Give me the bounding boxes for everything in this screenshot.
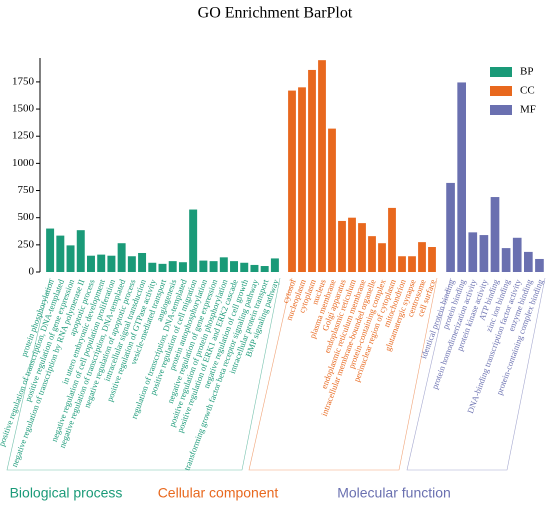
bar [86, 255, 95, 272]
bar [250, 264, 259, 272]
y-tick-label: 750 [18, 184, 35, 196]
bar [338, 220, 346, 272]
bar [318, 60, 326, 272]
bar [308, 69, 316, 272]
legend-label: MF [520, 104, 536, 116]
group-bracket [6, 277, 281, 471]
bar [388, 207, 396, 272]
bar [358, 223, 366, 272]
y-tick-label: 250 [18, 238, 35, 250]
bar [66, 245, 75, 272]
bar [418, 242, 426, 272]
bar [178, 262, 187, 272]
group-label: Molecular function [337, 485, 451, 501]
legend-swatch [490, 105, 512, 115]
bar [457, 82, 466, 273]
bar [288, 90, 296, 272]
group-bracket [406, 277, 546, 471]
group-label: Cellular component [158, 485, 279, 501]
legend-label: CC [520, 85, 535, 97]
bar [158, 263, 167, 272]
bar [446, 182, 455, 272]
bar [219, 257, 228, 272]
y-tick-label: 1000 [12, 157, 35, 169]
bar [46, 228, 55, 272]
bar [209, 261, 218, 272]
bar [127, 256, 136, 272]
y-tick-label: 1250 [12, 130, 35, 142]
legend-swatch [490, 86, 512, 96]
bar [270, 258, 279, 272]
y-tick-label: 500 [18, 211, 35, 223]
bar [328, 128, 336, 272]
bar [199, 260, 208, 272]
bar [501, 248, 511, 272]
bar [189, 209, 198, 272]
y-tick-label: 1750 [12, 75, 35, 87]
bar [378, 243, 386, 272]
bar [117, 243, 126, 272]
group-bracket [248, 277, 438, 471]
bar [260, 266, 269, 272]
bar [468, 232, 478, 272]
bar [535, 258, 544, 272]
bar [512, 237, 522, 272]
legend-label: BP [520, 66, 533, 78]
bar [524, 251, 533, 272]
bar [398, 256, 406, 272]
y-tick-label: 1500 [12, 103, 35, 115]
bar [490, 197, 500, 272]
bar [348, 217, 356, 272]
bar [240, 262, 249, 272]
chart-title: GO Enrichment BarPlot [198, 5, 353, 22]
bar [168, 261, 177, 272]
bar [107, 255, 116, 272]
bar [148, 262, 157, 272]
bar [298, 87, 306, 272]
legend-swatch [490, 67, 512, 77]
group-label: Biological process [10, 485, 123, 501]
bar [230, 261, 239, 272]
bar [479, 235, 489, 272]
y-tick-label: 0 [29, 266, 35, 278]
bar [76, 230, 85, 272]
bar [138, 252, 147, 272]
bar [368, 236, 376, 272]
bar [97, 254, 106, 272]
bar [56, 235, 65, 272]
bar [428, 247, 436, 272]
bar [408, 256, 416, 272]
